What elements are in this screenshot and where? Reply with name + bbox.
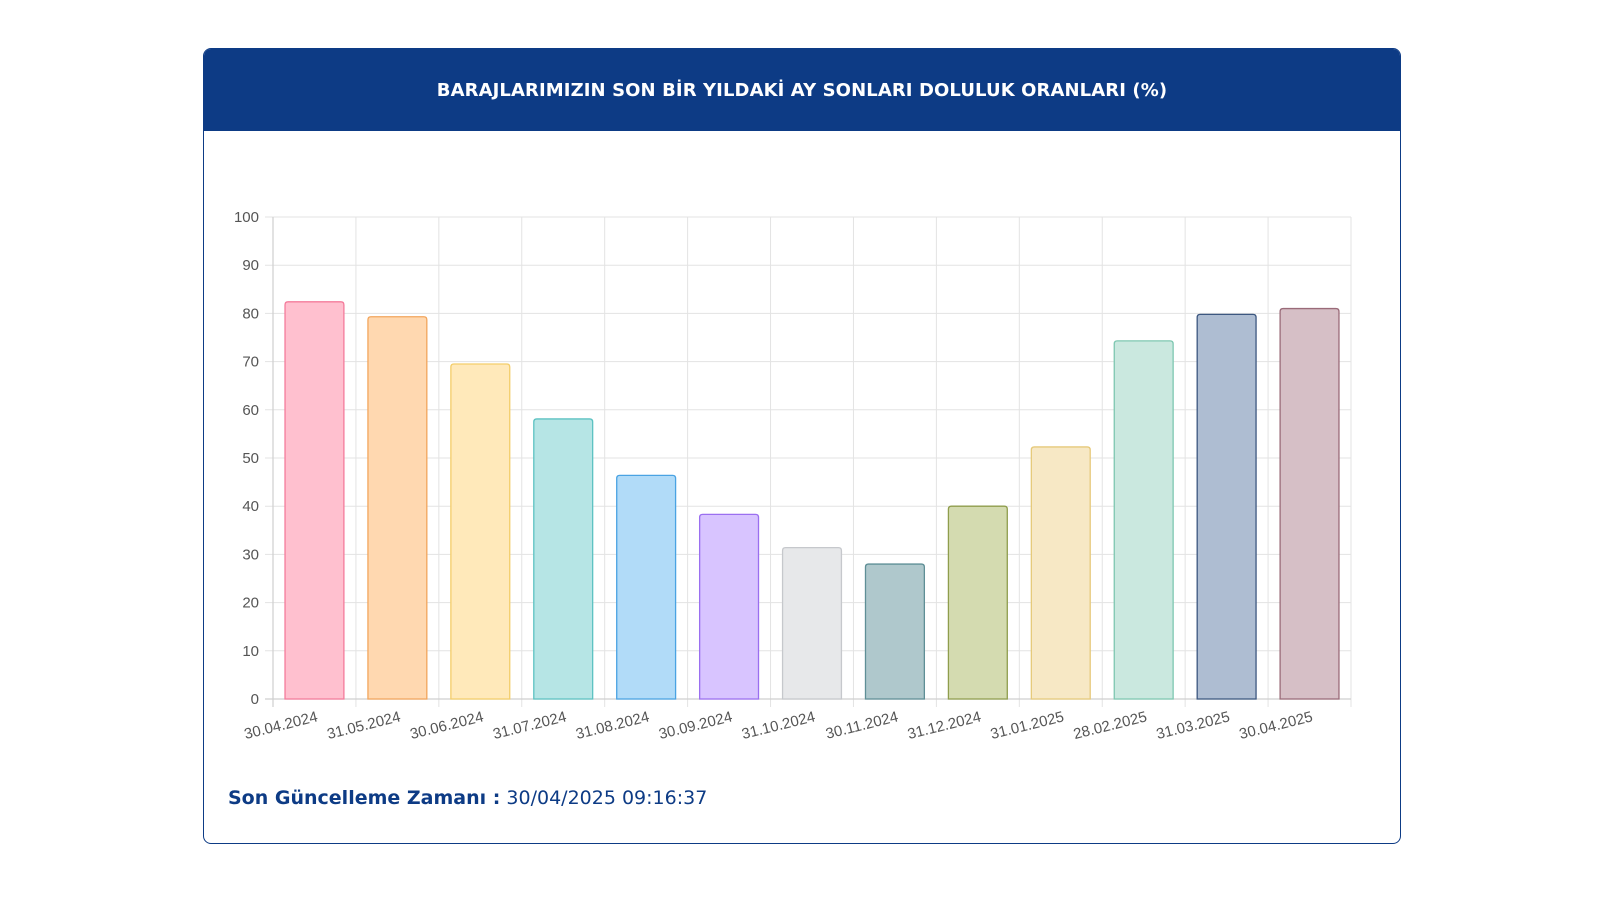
x-tick-label: 31.08.2024 — [574, 708, 651, 743]
x-tick-label: 30.09.2024 — [657, 708, 734, 743]
bar-30.04.2024[interactable] — [284, 301, 345, 700]
y-tick-label: 70 — [242, 354, 259, 371]
y-tick-label: 90 — [242, 257, 259, 274]
bar-31.01.2025[interactable] — [1030, 446, 1091, 700]
last-updated-label: Son Güncelleme Zamanı : — [228, 787, 501, 809]
bar-30.06.2024[interactable] — [450, 363, 511, 700]
x-tick-label: 30.11.2024 — [824, 708, 900, 742]
y-tick-label: 10 — [242, 643, 259, 660]
y-tick-label: 40 — [242, 498, 259, 515]
y-axis-ticks: 0 10 20 30 40 50 60 70 80 90 100 — [234, 209, 259, 708]
bar-chart: 0 10 20 30 40 50 60 70 80 90 100 30.04.2024 31.05.2… — [234, 209, 1352, 743]
y-tick-label: 60 — [242, 402, 259, 419]
y-tick-label: 0 — [251, 691, 259, 708]
y-tick-label: 20 — [242, 595, 259, 612]
last-updated: Son Güncelleme Zamanı : 30/04/2025 09:16… — [228, 787, 707, 809]
y-tick-label: 100 — [234, 209, 259, 226]
bar-28.02.2025[interactable] — [1113, 340, 1174, 700]
bar-31.12.2024[interactable] — [947, 505, 1008, 700]
x-axis-ticks: 30.04.2024 31.05.2024 30.06.2024 31.07.2024… — [242, 708, 1314, 743]
chart-title: BARAJLARIMIZIN SON BİR YILDAKİ AY SONLAR… — [204, 49, 1400, 131]
bars — [284, 301, 1340, 700]
bar-31.08.2024[interactable] — [616, 474, 677, 700]
x-tick-label: 31.10.2024 — [740, 708, 817, 743]
chart-card: BARAJLARIMIZIN SON BİR YILDAKİ AY SONLAR… — [203, 48, 1401, 844]
bar-30.11.2024[interactable] — [864, 563, 926, 700]
x-tick-label: 31.03.2025 — [1155, 708, 1232, 743]
last-updated-value: 30/04/2025 09:16:37 — [506, 787, 708, 809]
y-tick-label: 50 — [242, 450, 259, 467]
x-tick-label: 31.12.2024 — [906, 708, 983, 743]
x-tick-label: 30.04.2025 — [1238, 708, 1315, 743]
chart-area: 0 10 20 30 40 50 60 70 80 90 100 30.04.2024 31.05.2… — [204, 131, 1400, 771]
bar-31.07.2024[interactable] — [533, 418, 594, 700]
bar-30.04.2025[interactable] — [1279, 307, 1340, 700]
y-tick-label: 30 — [242, 546, 259, 563]
bar-30.09.2024[interactable] — [698, 513, 760, 700]
y-tick-label: 80 — [242, 305, 259, 322]
x-tick-label: 28.02.2025 — [1072, 708, 1149, 743]
bar-31.03.2025[interactable] — [1196, 313, 1257, 700]
x-tick-label: 31.05.2024 — [325, 708, 402, 743]
x-tick-label: 30.06.2024 — [408, 708, 485, 743]
x-tick-label: 30.04.2024 — [242, 708, 319, 743]
bar-31.10.2024[interactable] — [781, 547, 843, 700]
x-tick-label: 31.07.2024 — [491, 708, 568, 743]
bar-31.05.2024[interactable] — [367, 316, 428, 700]
x-tick-label: 31.01.2025 — [989, 708, 1066, 743]
grid-lines — [265, 216, 1352, 707]
